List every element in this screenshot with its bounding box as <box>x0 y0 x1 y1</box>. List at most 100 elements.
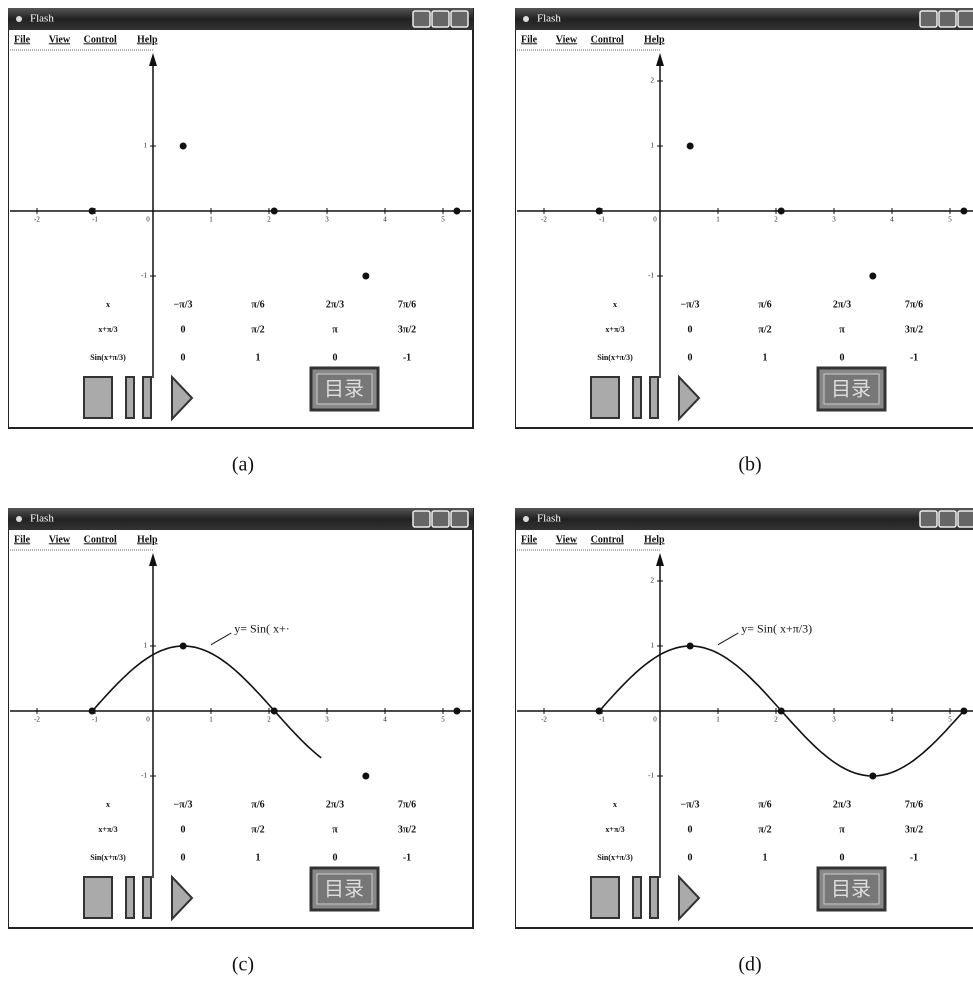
x-tick-label: 0 <box>146 716 150 724</box>
menu-item[interactable]: Control <box>84 34 117 45</box>
table-cell: π <box>332 324 338 335</box>
point <box>869 273 876 280</box>
menu-item[interactable]: View <box>49 34 71 45</box>
table-cell: π/6 <box>758 799 771 810</box>
point <box>271 708 278 715</box>
table-cell: -1 <box>403 852 411 863</box>
close-button[interactable] <box>958 511 973 527</box>
x-tick-label: 2 <box>774 216 778 224</box>
menu-item[interactable]: Help <box>137 34 158 45</box>
menu-item[interactable]: View <box>49 534 71 545</box>
pause-bar[interactable] <box>143 377 151 418</box>
x-tick-label: -2 <box>541 216 547 224</box>
table-cell: 0 <box>181 852 186 863</box>
menu-item[interactable]: Control <box>591 534 624 545</box>
y-tick-label: -1 <box>141 772 147 780</box>
menu-item[interactable]: File <box>14 534 31 545</box>
table-cell: Sin(x+π/3) <box>90 853 126 862</box>
table-cell: 0 <box>181 824 186 835</box>
pause-bar[interactable] <box>126 877 134 918</box>
x-tick-label: 5 <box>948 716 952 724</box>
pause-bar[interactable] <box>126 377 134 418</box>
table-cell: 7π/6 <box>905 299 923 310</box>
table-cell: π <box>839 824 845 835</box>
menu-item[interactable]: View <box>556 34 578 45</box>
point <box>960 708 967 715</box>
x-tick-label: -1 <box>92 216 98 224</box>
table-cell: π/2 <box>758 824 771 835</box>
menu-item[interactable]: Control <box>591 34 624 45</box>
x-tick-label: -1 <box>599 216 605 224</box>
close-button[interactable] <box>958 11 973 27</box>
menu-item[interactable]: Control <box>84 534 117 545</box>
table-cell: 2π/3 <box>833 299 851 310</box>
title-bar <box>8 508 473 530</box>
minimize-button[interactable] <box>413 11 430 27</box>
y-tick-label: 1 <box>144 142 148 150</box>
table-cell: 0 <box>181 324 186 335</box>
x-tick-label: 1 <box>716 216 720 224</box>
table-cell: 2π/3 <box>326 299 344 310</box>
menu-item[interactable]: File <box>521 34 538 45</box>
menu-item[interactable]: File <box>14 34 31 45</box>
x-tick-label: 1 <box>209 216 213 224</box>
point <box>362 273 369 280</box>
menu-item[interactable]: View <box>556 534 578 545</box>
pause-bar[interactable] <box>633 877 641 918</box>
menu-item[interactable]: Help <box>644 34 665 45</box>
pause-bar[interactable] <box>143 877 151 918</box>
table-cell: π/6 <box>758 299 771 310</box>
table-cell: x <box>106 300 110 309</box>
window-title: Flash <box>30 13 54 25</box>
x-tick-label: -2 <box>34 216 40 224</box>
close-button[interactable] <box>451 511 468 527</box>
menu-item[interactable]: Help <box>137 534 158 545</box>
table-cell: x+π/3 <box>605 825 624 834</box>
close-button[interactable] <box>451 11 468 27</box>
maximize-button[interactable] <box>432 511 449 527</box>
y-tick-label: -1 <box>141 272 147 280</box>
minimize-button[interactable] <box>413 511 430 527</box>
maximize-button[interactable] <box>939 511 956 527</box>
x-tick-label: 1 <box>716 716 720 724</box>
maximize-button[interactable] <box>939 11 956 27</box>
stop-button[interactable] <box>591 377 619 418</box>
stop-button[interactable] <box>84 877 112 918</box>
pause-bar[interactable] <box>650 377 658 418</box>
x-tick-label: -1 <box>92 716 98 724</box>
toc-button-label: 目录 <box>831 377 871 401</box>
caption: (a) <box>232 454 254 476</box>
table-cell: 0 <box>688 824 693 835</box>
stop-button[interactable] <box>591 877 619 918</box>
window-frame <box>515 508 973 928</box>
table-cell: x+π/3 <box>605 325 624 334</box>
table-cell: 0 <box>840 852 845 863</box>
menu-item[interactable]: File <box>521 534 538 545</box>
point <box>869 773 876 780</box>
pause-bar[interactable] <box>633 377 641 418</box>
minimize-button[interactable] <box>920 11 937 27</box>
table-cell: -1 <box>910 352 918 363</box>
point <box>180 643 187 650</box>
minimize-button[interactable] <box>920 511 937 527</box>
point <box>453 708 460 715</box>
pause-bar[interactable] <box>650 877 658 918</box>
y-tick-label: 2 <box>651 577 655 585</box>
table-cell: -1 <box>403 352 411 363</box>
x-tick-label: 3 <box>325 716 329 724</box>
table-cell: 1 <box>256 352 261 363</box>
point <box>180 143 187 150</box>
table-cell: 7π/6 <box>905 799 923 810</box>
y-tick-label: 1 <box>144 642 148 650</box>
table-cell: -1 <box>910 852 918 863</box>
toc-button-label: 目录 <box>324 377 364 401</box>
menu-item[interactable]: Help <box>644 534 665 545</box>
window-title: Flash <box>537 513 561 525</box>
point <box>778 708 785 715</box>
maximize-button[interactable] <box>432 11 449 27</box>
window-frame <box>8 508 473 928</box>
window-frame <box>8 8 473 428</box>
stop-button[interactable] <box>84 377 112 418</box>
